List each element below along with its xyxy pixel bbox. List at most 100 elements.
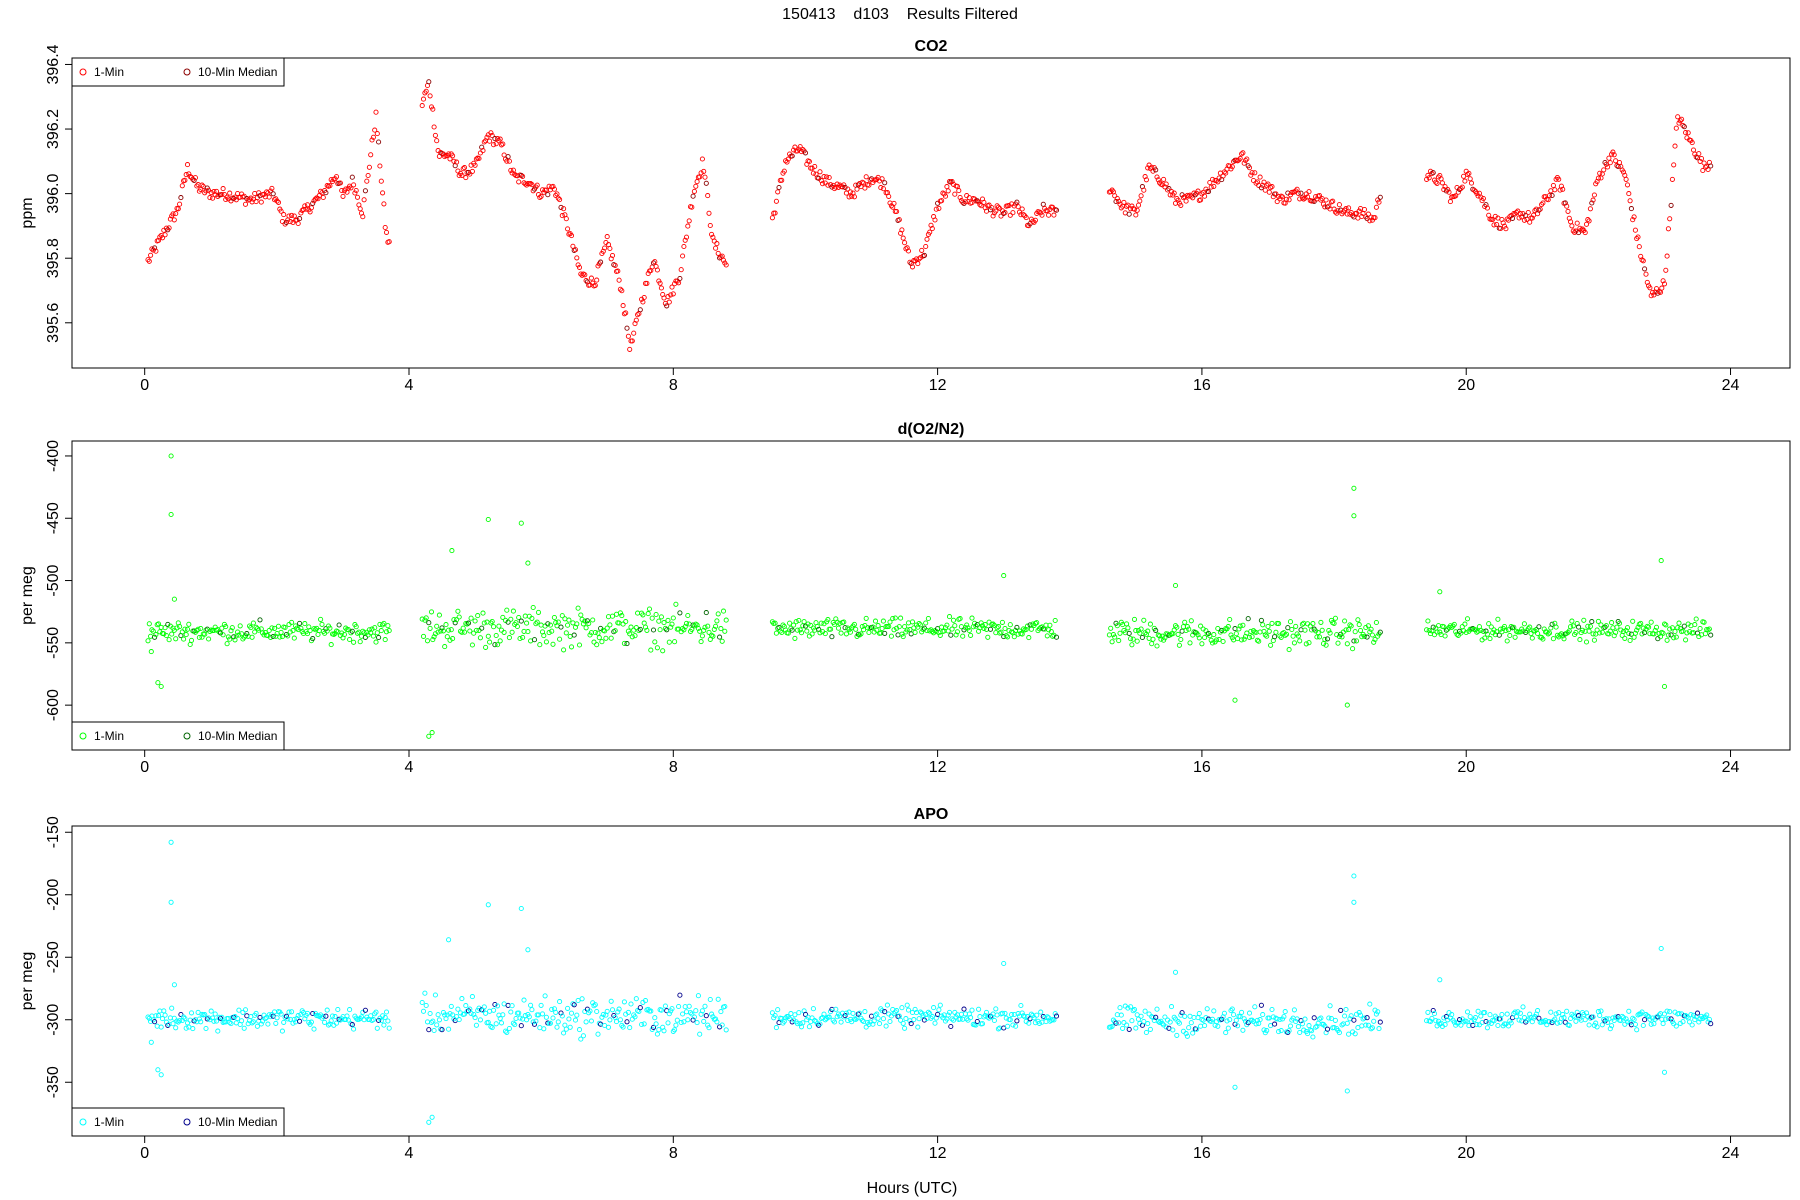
one-min-point: [705, 193, 711, 199]
one-min-point: [629, 338, 635, 344]
one-min-point: [161, 1008, 167, 1014]
one-min-point: [599, 639, 605, 645]
one-min-point: [932, 1020, 938, 1026]
median-point: [948, 632, 954, 638]
one-min-point: [676, 280, 682, 286]
one-min-point: [1365, 1022, 1371, 1028]
one-min-point: [1552, 1016, 1558, 1022]
one-min-point: [853, 1016, 859, 1023]
median-point: [531, 637, 538, 643]
one-min-point: [1233, 1017, 1239, 1023]
one-min-point: [1624, 182, 1631, 188]
one-min-point: [1277, 1016, 1283, 1023]
one-min-point: [1636, 244, 1642, 250]
one-min-point: [1624, 625, 1631, 631]
one-min-point: [1241, 160, 1247, 166]
one-min-point: [1369, 632, 1375, 638]
y-tick-label: -350: [45, 1066, 62, 1098]
one-min-point: [1184, 1033, 1190, 1039]
legend: 1-Min 10-Min Median: [71, 721, 285, 751]
one-min-point: [985, 634, 991, 640]
one-min-point: [168, 511, 174, 518]
one-min-point: [1286, 197, 1292, 203]
one-min-point: [682, 1004, 688, 1010]
one-min-point: [348, 630, 354, 636]
median-point: [492, 642, 498, 648]
one-min-point: [1331, 620, 1337, 626]
one-min-point: [1295, 190, 1301, 196]
median-point: [531, 1021, 538, 1027]
one-min-point: [976, 199, 982, 205]
one-min-point: [373, 109, 379, 115]
one-min-point: [1574, 220, 1580, 226]
one-min-point: [436, 612, 442, 618]
one-min-point: [1109, 1023, 1115, 1029]
one-min-point: [252, 629, 258, 635]
one-min-point: [1585, 217, 1591, 223]
one-min-point: [1603, 623, 1609, 629]
one-min-point: [332, 1014, 338, 1020]
one-min-point: [269, 185, 275, 191]
median-point: [882, 1009, 888, 1015]
one-min-point: [1352, 1031, 1358, 1037]
one-min-point: [1121, 1020, 1127, 1026]
one-min-point: [190, 176, 196, 182]
one-min-point: [841, 1014, 847, 1020]
one-min-point: [1595, 618, 1601, 624]
one-min-point: [1052, 617, 1058, 624]
one-min-point: [887, 1018, 893, 1025]
one-min-point: [714, 1019, 720, 1025]
one-min-point: [1295, 1024, 1301, 1030]
median-point: [624, 325, 630, 331]
one-min-point: [1342, 1013, 1348, 1019]
one-min-point: [168, 453, 174, 459]
one-min-point: [235, 629, 241, 635]
one-min-point: [1471, 187, 1477, 193]
one-min-point: [591, 639, 597, 645]
one-min-point: [345, 626, 351, 633]
one-min-point: [1451, 621, 1457, 627]
one-min-point: [578, 1036, 584, 1042]
one-min-point: [1287, 1023, 1294, 1029]
one-min-point: [1620, 628, 1627, 634]
one-min-point: [553, 620, 559, 626]
one-min-point: [1478, 627, 1484, 633]
one-min-point: [1314, 634, 1320, 640]
median-point: [362, 634, 368, 640]
one-min-point: [1137, 198, 1143, 204]
one-min-point: [491, 624, 497, 630]
one-min-point: [1585, 623, 1591, 629]
one-min-point: [268, 634, 274, 640]
one-min-point: [1464, 1009, 1471, 1015]
median-point: [1483, 1018, 1489, 1025]
one-min-point: [1357, 1012, 1364, 1018]
one-min-point: [792, 635, 798, 641]
one-min-point: [304, 631, 311, 637]
one-min-point: [1505, 627, 1512, 633]
one-min-point: [450, 636, 456, 642]
one-min-point: [354, 630, 361, 636]
one-min-point: [549, 628, 555, 634]
one-min-point: [576, 264, 583, 270]
one-min-point: [157, 234, 163, 240]
one-min-point: [1249, 170, 1255, 176]
one-min-point: [1171, 627, 1177, 633]
one-min-point: [1239, 1009, 1245, 1015]
one-min-point: [715, 611, 721, 617]
one-min-point: [969, 615, 975, 621]
one-min-point: [995, 624, 1001, 630]
one-min-point: [431, 634, 437, 640]
one-min-point: [242, 201, 249, 207]
one-min-point: [949, 179, 955, 185]
median-point: [1179, 1010, 1185, 1016]
one-min-point: [697, 1031, 703, 1037]
one-min-point: [1228, 1007, 1234, 1014]
one-min-point: [186, 171, 192, 177]
one-min-point: [461, 1011, 468, 1017]
one-min-point: [962, 625, 968, 631]
one-min-point: [269, 625, 275, 631]
one-min-point: [927, 628, 933, 634]
one-min-point: [1437, 629, 1443, 635]
one-min-point: [1161, 176, 1167, 182]
one-min-point: [1605, 164, 1611, 170]
